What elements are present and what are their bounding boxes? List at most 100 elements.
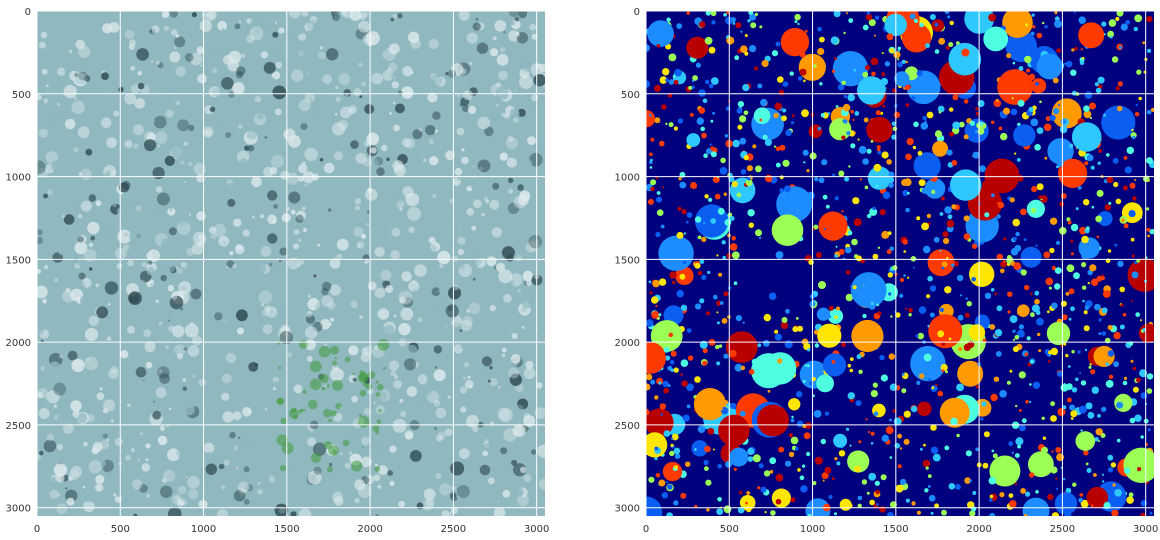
photo-texture-blob <box>102 23 113 34</box>
segment-blob <box>1146 157 1153 164</box>
segment-blob <box>673 447 681 455</box>
photo-texture-blob <box>500 447 508 455</box>
segment-blob <box>874 480 880 486</box>
photo-texture-blob <box>273 204 278 209</box>
segment-blob <box>654 84 661 92</box>
segment-blob <box>654 117 661 124</box>
photo-texture-blob <box>494 415 505 426</box>
segment-blob <box>746 165 754 172</box>
segment-blob <box>1059 201 1065 207</box>
segment-blob <box>702 98 708 104</box>
photo-texture-blob <box>263 77 277 91</box>
segment-blob <box>1112 483 1116 487</box>
photo-texture-blob <box>353 226 364 237</box>
photo-texture-blob <box>358 20 370 33</box>
photo-texture-blob <box>157 435 168 446</box>
segment-blob <box>922 459 931 468</box>
photo-texture-blob <box>144 130 156 142</box>
segment-blob <box>782 159 790 167</box>
photo-texture-blob <box>218 463 225 470</box>
segment-blob <box>802 149 809 156</box>
photo-texture-blob <box>459 103 464 107</box>
photo-texture-blob <box>489 199 500 210</box>
segment-blob <box>1132 135 1136 140</box>
photo-texture-blob <box>62 214 66 218</box>
segment-blob <box>760 486 767 493</box>
photo-texture-blob <box>187 345 200 357</box>
segment-blob <box>857 138 860 141</box>
segment-blob <box>1054 283 1061 290</box>
photo-texture-blob <box>161 11 170 19</box>
segment-blob <box>862 24 869 31</box>
segment-blob <box>753 107 771 124</box>
photo-texture-blob <box>64 232 77 245</box>
photo-texture-blob <box>350 300 358 309</box>
photo-texture-blob <box>108 74 119 85</box>
segment-blob <box>1081 262 1087 268</box>
segment-blob <box>649 291 653 295</box>
segment-blob <box>901 59 906 64</box>
photo-texture-blob <box>254 95 262 103</box>
photo-texture-blob <box>280 170 290 180</box>
segment-blob <box>838 248 845 255</box>
photo-texture-blob <box>183 141 188 147</box>
photo-texture-blob <box>459 448 470 459</box>
segment-blob <box>764 124 770 129</box>
segment-blob <box>723 291 729 297</box>
photo-texture-blob <box>193 259 205 272</box>
segment-blob <box>822 194 828 200</box>
segment-blob <box>867 430 871 434</box>
segment-blob <box>834 196 839 201</box>
segment-blob <box>748 369 755 375</box>
segment-blob <box>1095 215 1103 223</box>
segment-blob <box>1014 482 1018 485</box>
photo-texture-blob <box>260 214 265 219</box>
segment-blob <box>1128 210 1136 218</box>
segment-blob <box>1103 113 1106 117</box>
segment-blob <box>948 42 982 76</box>
segment-blob <box>806 451 811 457</box>
photo-texture-blob <box>412 129 423 140</box>
photo-texture-blob <box>495 104 499 107</box>
photo-texture-blob <box>132 455 136 459</box>
segment-blob <box>1014 453 1020 458</box>
segment-blob <box>872 322 878 329</box>
segment-blob <box>646 432 668 458</box>
photo-texture-blob <box>462 376 467 381</box>
segment-blob <box>646 110 656 128</box>
photo-texture-blob <box>450 161 459 169</box>
photo-texture-blob <box>127 259 134 267</box>
photo-texture-blob <box>512 424 525 437</box>
photo-texture-blob <box>464 379 474 389</box>
photo-texture-blob <box>176 221 191 235</box>
segment-blob <box>686 36 709 59</box>
segment-blob <box>846 131 851 136</box>
segment-blob <box>698 107 706 114</box>
segment-blob <box>1115 86 1120 91</box>
segment-blob <box>646 408 674 437</box>
photo-texture-blob <box>114 247 127 260</box>
segment-blob <box>903 438 910 445</box>
segment-blob <box>1029 400 1032 403</box>
photo-texture-blob <box>326 48 339 61</box>
segment-blob <box>731 235 736 241</box>
photo-algae-blob <box>299 340 308 349</box>
photo-texture-blob <box>460 97 470 106</box>
photo-texture-blob <box>387 470 394 476</box>
photo-texture-blob <box>142 379 145 382</box>
photo-texture-blob <box>306 274 316 284</box>
segment-blob <box>1115 198 1122 205</box>
photo-texture-blob <box>70 400 82 412</box>
photo-texture-blob <box>55 278 65 289</box>
photo-texture-blob <box>506 476 516 486</box>
segment-blob <box>719 167 728 175</box>
segment-blob <box>997 69 1033 105</box>
photo-texture-blob <box>301 376 309 384</box>
photo-texture-blob <box>474 483 482 491</box>
segment-blob <box>662 186 665 189</box>
photo-texture-blob <box>108 368 119 379</box>
photo-texture-blob <box>214 312 223 321</box>
segment-blob <box>701 132 707 139</box>
photo-texture-blob <box>511 333 518 340</box>
segment-blob <box>704 445 711 453</box>
